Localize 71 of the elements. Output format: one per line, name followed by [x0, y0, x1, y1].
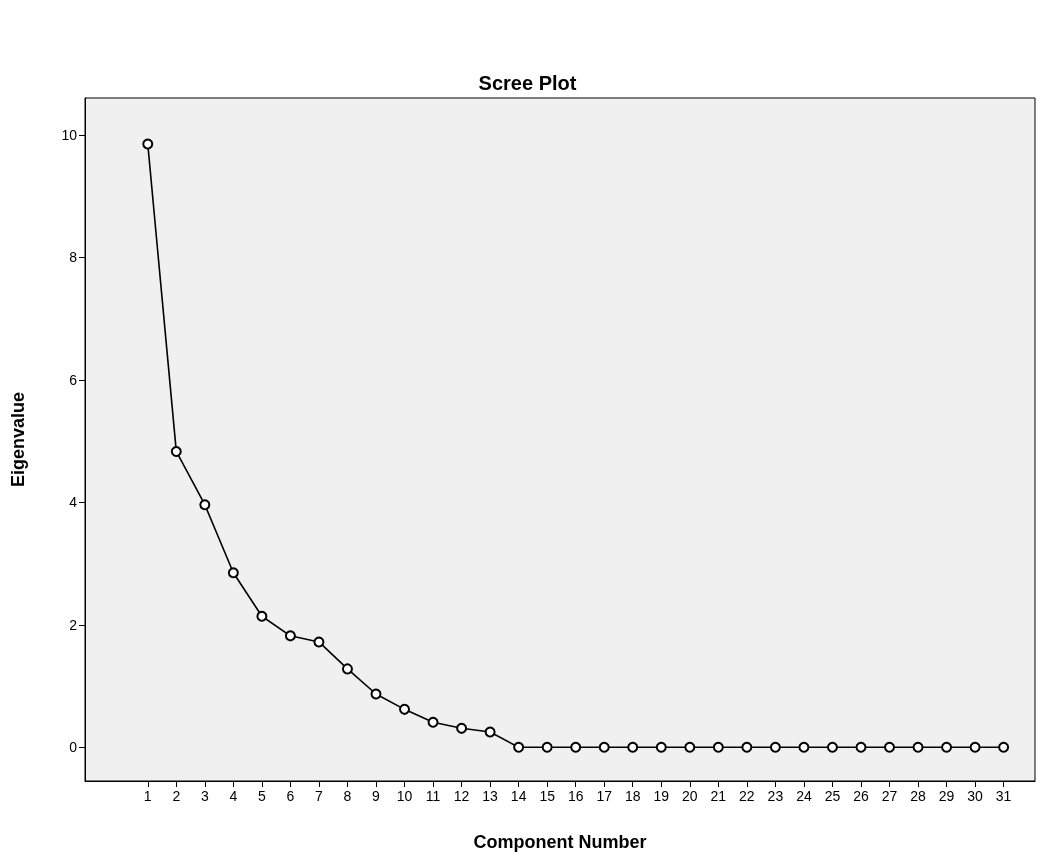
point [541, 741, 553, 753]
x-tick-label: 27 [881, 788, 898, 804]
x-tick-label: 6 [286, 788, 295, 804]
x-tick-label: 30 [967, 788, 984, 804]
chart-title: Scree Plot [478, 72, 577, 94]
x-tick-label: 9 [372, 788, 381, 804]
point [170, 445, 182, 457]
point [769, 741, 781, 753]
y-axis-title: Eigenvalue [8, 391, 28, 488]
x-tick-label: 18 [624, 788, 641, 804]
point [341, 663, 353, 675]
x-tick-label: 15 [539, 788, 556, 804]
point [456, 722, 468, 734]
x-tick-label: 8 [343, 788, 352, 804]
point [655, 741, 667, 753]
point [427, 716, 439, 728]
point [969, 741, 981, 753]
point [741, 741, 753, 753]
point [998, 741, 1010, 753]
point [855, 741, 867, 753]
x-tick-label: 31 [995, 788, 1012, 804]
point [227, 567, 239, 579]
x-tick-label: 29 [938, 788, 955, 804]
y-tick-label: 10 [61, 126, 78, 143]
x-tick-label: 3 [200, 788, 209, 804]
x-tick-label: 25 [824, 788, 841, 804]
point [399, 703, 411, 715]
point [912, 741, 924, 753]
x-tick-label: 12 [453, 788, 470, 804]
point [826, 741, 838, 753]
x-tick-label: 5 [257, 788, 266, 804]
x-tick-label: 19 [653, 788, 670, 804]
y-tick-label: 0 [69, 739, 78, 756]
point [370, 688, 382, 700]
point [598, 741, 610, 753]
x-tick-label: 28 [910, 788, 927, 804]
point [570, 741, 582, 753]
y-tick-label: 4 [69, 494, 78, 511]
x-tick-label: 21 [710, 788, 727, 804]
y-tick-label: 8 [69, 249, 78, 266]
y-tick-label: 2 [69, 616, 78, 633]
point [684, 741, 696, 753]
x-tick-label: 1 [143, 788, 152, 804]
x-tick-label: 22 [739, 788, 755, 804]
x-tick-label: 2 [172, 788, 181, 804]
point [142, 138, 154, 150]
x-tick-label: 7 [315, 788, 324, 804]
x-tick-label: 13 [482, 788, 499, 804]
point [627, 741, 639, 753]
point [284, 630, 296, 642]
point [884, 741, 895, 753]
x-tick-label: 26 [853, 788, 869, 804]
x-tick-label: 14 [510, 788, 527, 804]
x-tick-label: 24 [796, 788, 812, 804]
x-axis-title: Component Number [473, 832, 647, 852]
x-tick-label: 23 [767, 788, 784, 804]
point [712, 741, 724, 753]
point [941, 741, 953, 753]
point [484, 726, 496, 738]
x-tick-label: 16 [567, 788, 584, 804]
x-tick-label: 20 [682, 788, 698, 804]
point [798, 741, 810, 753]
point [313, 636, 325, 648]
x-tick-label: 4 [229, 788, 238, 804]
point [256, 610, 268, 622]
x-tick-label: 11 [425, 788, 441, 804]
x-tick-label: 17 [596, 788, 613, 804]
point [513, 741, 525, 753]
x-tick-label: 10 [396, 788, 413, 804]
y-tick-label: 6 [69, 371, 78, 388]
point [199, 499, 211, 511]
